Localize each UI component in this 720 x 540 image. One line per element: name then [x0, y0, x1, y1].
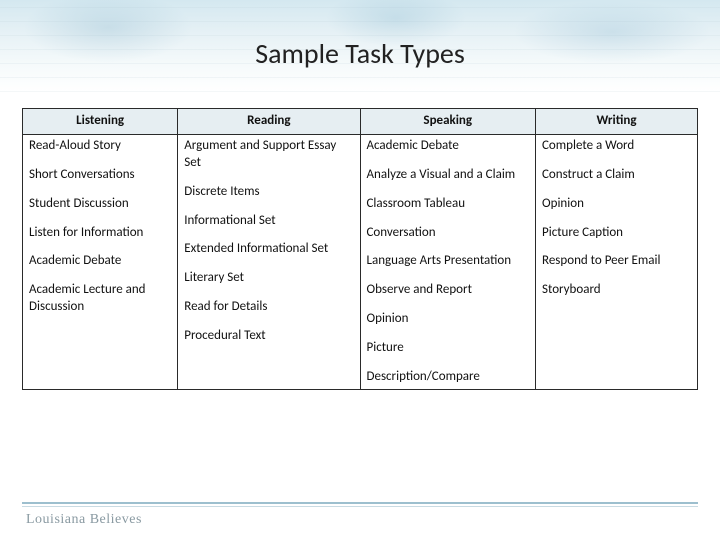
table-header-row: Listening Reading Speaking Writing [23, 109, 698, 135]
list-item: Respond to Peer Email [542, 253, 691, 270]
list-item: Storyboard [542, 282, 691, 299]
list-item: Argument and Support Essay Set [184, 138, 353, 172]
list-item: Analyze a Visual and a Claim [367, 167, 530, 184]
list-item: Academic Lecture and Discussion [29, 282, 171, 316]
list-item: Extended Informational Set [184, 241, 353, 258]
cell-speaking: Academic Debate Analyze a Visual and a C… [360, 134, 536, 389]
list-item: Student Discussion [29, 196, 171, 213]
list-item: Language Arts Presentation [367, 253, 530, 270]
col-header-writing: Writing [536, 109, 698, 135]
list-item: Opinion [542, 196, 691, 213]
col-header-reading: Reading [178, 109, 360, 135]
list-item: Read-Aloud Story [29, 138, 171, 155]
cell-reading: Argument and Support Essay Set Discrete … [178, 134, 360, 389]
list-item: Academic Debate [367, 138, 530, 155]
list-item: Conversation [367, 225, 530, 242]
list-item: Procedural Text [184, 328, 353, 345]
list-item: Short Conversations [29, 167, 171, 184]
page-title: Sample Task Types [0, 36, 720, 71]
table-body-row: Read-Aloud Story Short Conversations Stu… [23, 134, 698, 389]
list-item: Discrete Items [184, 184, 353, 201]
list-item: Complete a Word [542, 138, 691, 155]
list-item: Opinion [367, 311, 530, 328]
list-item: Picture [367, 340, 530, 357]
list-item: Observe and Report [367, 282, 530, 299]
list-item: Construct a Claim [542, 167, 691, 184]
cell-writing: Complete a Word Construct a Claim Opinio… [536, 134, 698, 389]
list-item: Description/Compare [367, 369, 530, 386]
list-item: Listen for Information [29, 225, 171, 242]
list-item: Read for Details [184, 299, 353, 316]
cell-listening: Read-Aloud Story Short Conversations Stu… [23, 134, 178, 389]
list-item: Picture Caption [542, 225, 691, 242]
col-header-listening: Listening [23, 109, 178, 135]
footer: Louisiana Believes [0, 502, 720, 540]
list-item: Literary Set [184, 270, 353, 287]
col-header-speaking: Speaking [360, 109, 536, 135]
list-item: Classroom Tableau [367, 196, 530, 213]
task-table-container: Listening Reading Speaking Writing Read-… [22, 108, 698, 390]
list-item: Academic Debate [29, 253, 171, 270]
list-item: Informational Set [184, 213, 353, 230]
task-table: Listening Reading Speaking Writing Read-… [22, 108, 698, 390]
footer-rule [22, 502, 698, 504]
footer-rule-thin [22, 506, 698, 507]
brand-text: Louisiana Believes [26, 512, 142, 528]
